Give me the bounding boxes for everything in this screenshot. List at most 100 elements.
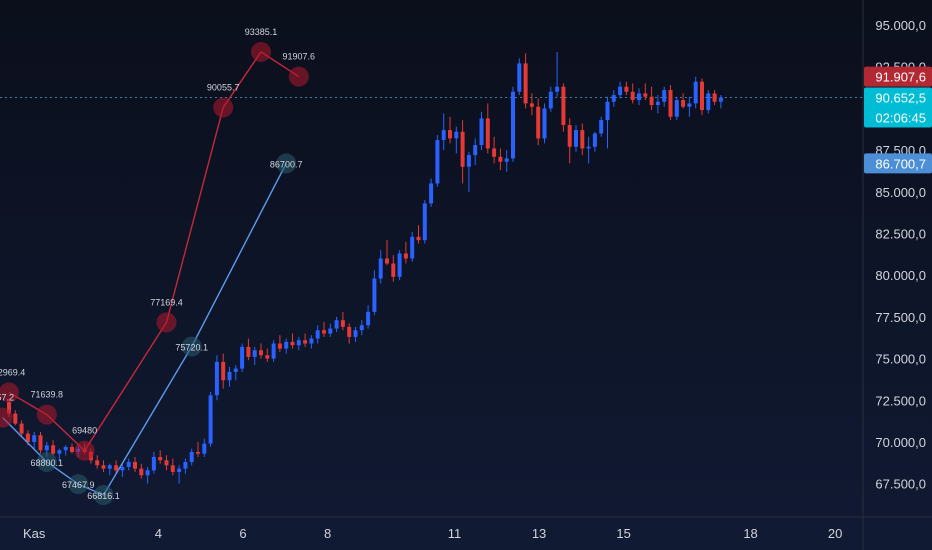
candle-body	[372, 278, 377, 312]
candle	[259, 343, 263, 359]
candle-body	[44, 445, 49, 451]
candle	[687, 96, 692, 117]
candle	[473, 138, 478, 166]
candle-body	[183, 461, 188, 469]
candle-body	[529, 103, 534, 107]
candle-body	[630, 91, 635, 101]
candle	[208, 391, 213, 447]
candle-body	[555, 86, 560, 92]
candle-body	[246, 346, 251, 357]
candle	[227, 366, 232, 387]
candle	[611, 90, 616, 107]
candle-body	[271, 343, 276, 359]
candle	[391, 255, 396, 282]
candle-body	[101, 465, 106, 469]
candle	[177, 465, 182, 484]
pivot-label: 72969.4	[0, 367, 25, 377]
candle-body	[189, 451, 194, 462]
candle-body	[517, 63, 522, 92]
candle-body	[120, 466, 125, 471]
candle-body	[693, 81, 698, 104]
candle-body	[605, 101, 610, 121]
candle	[416, 225, 421, 244]
candle-body	[290, 341, 295, 346]
candle	[290, 333, 295, 349]
pivot-marker	[181, 336, 202, 357]
candle-body	[454, 131, 459, 139]
candle	[277, 335, 282, 352]
resistance-price-badge: 91.907,6	[864, 66, 932, 87]
support-line[interactable]	[2, 163, 287, 496]
candle-body	[668, 90, 673, 117]
candle-body	[328, 328, 333, 334]
candle	[322, 321, 326, 337]
candle	[460, 120, 465, 184]
y-tick-label: 77.500,0	[875, 310, 926, 325]
candle	[448, 116, 452, 144]
candle-body	[70, 446, 74, 452]
candle-body	[706, 93, 711, 111]
candle-body	[618, 86, 623, 96]
pivot-label: 90055.7	[207, 82, 240, 92]
candle	[328, 323, 333, 337]
candle-body	[233, 368, 238, 372]
y-tick-label: 72.500,0	[875, 393, 926, 408]
candle-body	[580, 130, 585, 149]
candle	[454, 126, 459, 154]
candle-body	[574, 130, 578, 147]
candle-body	[429, 183, 434, 204]
candle-body	[126, 461, 131, 467]
pivot-label: 66816.1	[87, 491, 120, 501]
candle-body	[214, 361, 219, 396]
candle-body	[63, 446, 68, 451]
candle	[353, 326, 358, 342]
candle-body	[435, 140, 440, 184]
candle-body	[196, 451, 200, 454]
candle	[359, 320, 364, 336]
candle	[422, 200, 427, 244]
x-tick-label: 8	[324, 526, 331, 541]
candle	[120, 463, 125, 477]
candle-body	[460, 131, 465, 167]
candle	[372, 270, 377, 316]
resistance-price-badge-bg	[864, 66, 932, 87]
candle-body	[441, 130, 446, 141]
candle-body	[561, 86, 566, 126]
candle	[340, 311, 345, 331]
candle	[662, 86, 667, 107]
pivot-marker	[156, 312, 177, 333]
y-tick-label: 70.000,0	[875, 435, 926, 450]
candle-body	[114, 465, 119, 471]
candle	[599, 116, 604, 137]
candles	[7, 51, 723, 484]
candle-body	[170, 465, 175, 472]
pivot-label: 86700.7	[270, 159, 303, 169]
candle-body	[649, 96, 654, 106]
candle-body	[107, 465, 112, 469]
candle	[296, 336, 301, 351]
candle	[700, 78, 704, 116]
candle-body	[592, 133, 597, 147]
resistance-price-badge-label: 91.907,6	[875, 70, 926, 85]
candle-body	[586, 146, 591, 149]
candle	[712, 90, 717, 106]
candle-body	[473, 145, 478, 156]
pivot-markers	[0, 41, 309, 506]
candle-body	[265, 355, 270, 359]
candle-body	[284, 341, 289, 349]
candle-body	[385, 258, 389, 264]
candle	[114, 460, 119, 474]
candle	[536, 98, 541, 146]
candle-body	[202, 443, 207, 454]
candle-body	[548, 91, 553, 109]
x-tick-label: 4	[155, 526, 162, 541]
candle	[315, 325, 320, 344]
candle-body	[378, 258, 383, 279]
y-tick-label: 75.000,0	[875, 352, 926, 367]
time-axis[interactable]: Kas 4 6 8 11 13 15 18 20	[23, 526, 842, 541]
candle-body	[479, 118, 484, 146]
candle-body	[252, 350, 257, 357]
y-tick-label: 85.000,0	[875, 185, 926, 200]
